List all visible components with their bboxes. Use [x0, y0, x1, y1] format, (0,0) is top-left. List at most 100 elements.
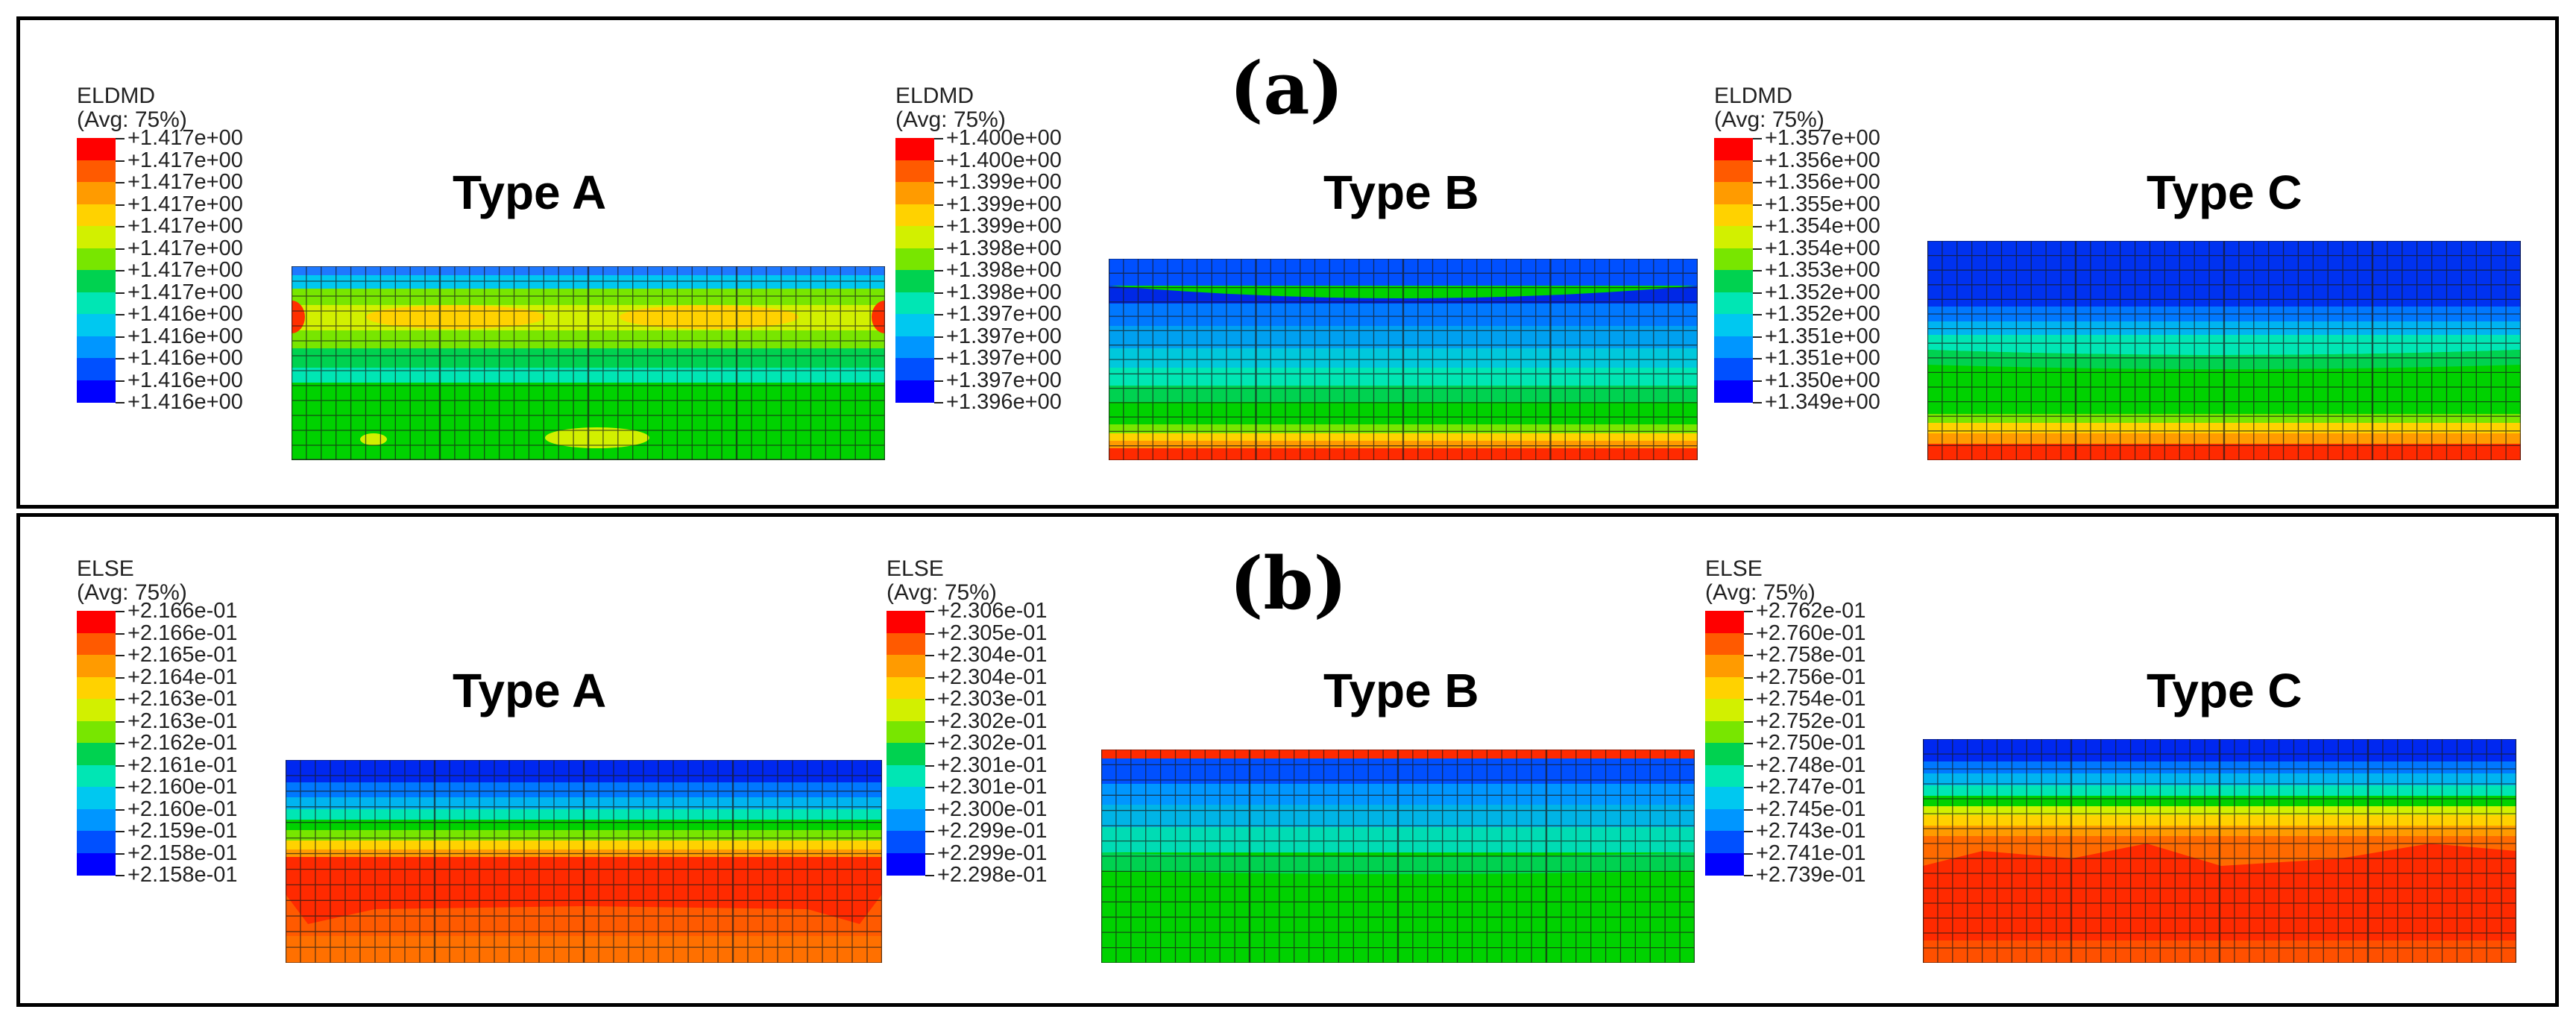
legend-tick: [934, 226, 943, 227]
legend-avg: (Avg: 75%): [77, 580, 187, 605]
legend-swatch: [887, 611, 925, 633]
legend-swatch: [77, 160, 116, 183]
legend-swatch: [1714, 292, 1753, 315]
legend-swatch: [77, 358, 116, 380]
legend-tick: [925, 699, 934, 700]
contour-plot: [286, 760, 882, 963]
legend-value: +1.397e+00: [946, 302, 1062, 326]
legend-swatch: [77, 138, 116, 160]
legend-value: +2.743e-01: [1756, 819, 1866, 843]
legend-value: +2.739e-01: [1756, 863, 1866, 887]
legend-tick: [1753, 226, 1762, 227]
legend-variable: ELSE: [77, 556, 134, 581]
legend-swatch: [895, 138, 934, 160]
legend-tick: [116, 380, 125, 382]
legend-tick: [116, 336, 125, 338]
legend-tick: [116, 358, 125, 359]
legend-tick: [925, 831, 934, 832]
legend-swatch: [77, 764, 116, 788]
legend-value: +1.357e+00: [1765, 126, 1880, 150]
legend-value: +2.164e-01: [127, 665, 238, 689]
legend-value: +1.350e+00: [1765, 368, 1880, 392]
legend-value: +2.162e-01: [127, 731, 238, 755]
legend-variable: ELDMD: [77, 84, 156, 108]
legend-value: +1.349e+00: [1765, 390, 1880, 414]
legend-tick: [116, 655, 125, 656]
legend-value: +2.165e-01: [127, 643, 238, 667]
legend-value: +2.748e-01: [1756, 753, 1866, 777]
legend-tick: [116, 720, 125, 723]
legend-swatch: [1714, 160, 1753, 183]
legend-value: +2.305e-01: [937, 621, 1048, 645]
legend-tick: [1744, 611, 1753, 612]
legend-swatch: [1714, 380, 1753, 403]
mesh-grid: [1109, 259, 1698, 460]
legend-value: +2.304e-01: [937, 665, 1048, 689]
panel-label: (a): [1229, 46, 1344, 131]
legend-tick: [1753, 182, 1762, 183]
legend-tick: [934, 138, 943, 139]
legend-swatch: [77, 204, 116, 227]
legend-swatch: [1705, 743, 1744, 765]
legend-swatch: [887, 787, 925, 809]
legend-tick: [934, 182, 943, 183]
type-b-title: Type B: [1323, 664, 1479, 717]
legend-swatch: [77, 743, 116, 765]
legend-value: +1.416e+00: [127, 302, 243, 326]
legend-swatch: [1705, 676, 1744, 700]
legend-tick: [1753, 358, 1762, 359]
legend-tick: [925, 655, 934, 656]
legend-swatch: [77, 699, 116, 721]
legend-swatch: [1705, 611, 1744, 633]
legend-tick: [934, 160, 943, 162]
legend-value: +2.301e-01: [937, 753, 1048, 777]
legend-swatch: [887, 808, 925, 832]
legend-tick: [1753, 314, 1762, 315]
legend-value: +1.398e+00: [946, 236, 1062, 260]
legend-swatch: [887, 699, 925, 721]
mesh-grid: [1101, 750, 1695, 963]
legend-swatch: [1714, 314, 1753, 336]
legend-value: +1.354e+00: [1765, 236, 1880, 260]
type-a-title: Type A: [453, 166, 607, 219]
contour-type-c: [1923, 739, 2516, 963]
legend-tick: [116, 204, 125, 206]
mesh-grid: [292, 266, 885, 460]
legend-swatch: [895, 182, 934, 204]
legend-swatch: [1705, 632, 1744, 656]
legend-variable: ELSE: [1705, 556, 1763, 581]
legend-value: +2.302e-01: [937, 709, 1048, 733]
legend-value: +2.306e-01: [937, 599, 1048, 623]
legend-value: +2.303e-01: [937, 687, 1048, 711]
contour-type-c: [1927, 241, 2521, 460]
legend-value: +2.302e-01: [937, 731, 1048, 755]
legend-tick: [116, 611, 125, 612]
legend-tick: [934, 204, 943, 206]
legend-value: +1.400e+00: [946, 126, 1062, 150]
legend-swatch: [77, 808, 116, 832]
legend-tick: [1744, 875, 1753, 876]
legend-swatch: [887, 720, 925, 744]
legend-tick: [1744, 655, 1753, 656]
legend-swatch: [1705, 720, 1744, 744]
legend-tick: [116, 852, 125, 855]
legend-tick: [116, 743, 125, 744]
legend-swatch: [895, 270, 934, 292]
legend-value: +2.299e-01: [937, 819, 1048, 843]
legend-value: +2.163e-01: [127, 709, 238, 733]
contour-type-a: [292, 266, 885, 460]
legend-tick: [1744, 743, 1753, 744]
legend-tick: [925, 743, 934, 744]
legend-swatch: [77, 676, 116, 700]
legend-swatch: [77, 292, 116, 315]
legend-tick: [116, 787, 125, 788]
legend-type-c: ELDMD (Avg: 75%) +1.357e+00 +1.356e+00 +1.…: [1714, 84, 1880, 413]
legend-tick: [934, 314, 943, 315]
legend-swatch: [77, 182, 116, 204]
legend-tick: [116, 292, 125, 294]
legend-value: +2.163e-01: [127, 687, 238, 711]
legend-tick: [116, 314, 125, 315]
type-b-title: Type B: [1323, 166, 1479, 219]
legend-tick: [1753, 248, 1762, 250]
legend-swatch: [895, 160, 934, 183]
